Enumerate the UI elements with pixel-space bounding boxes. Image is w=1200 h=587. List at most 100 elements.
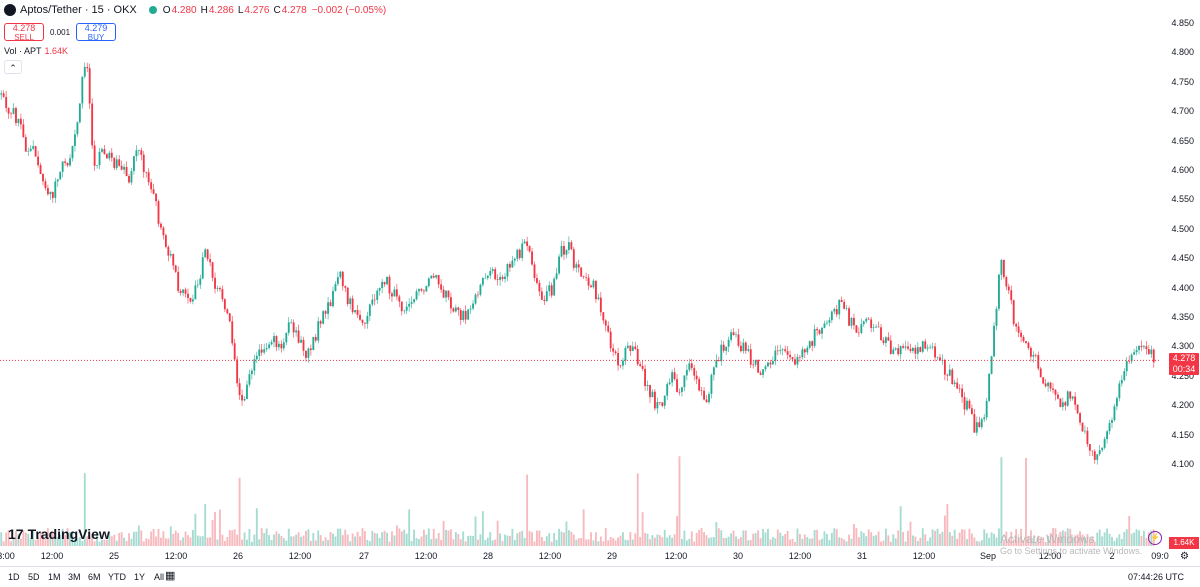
- volume-bar: [865, 536, 868, 546]
- candle-body: [147, 172, 150, 183]
- candle-body: [1015, 323, 1018, 327]
- candle-body: [332, 290, 334, 307]
- volume-bar: [206, 537, 209, 546]
- candle-body: [602, 312, 605, 321]
- volume-bar: [1086, 534, 1089, 546]
- volume-bar: [1101, 536, 1104, 546]
- candle-body: [560, 245, 563, 257]
- calendar-icon[interactable]: ▦: [165, 570, 176, 582]
- candle-body: [700, 390, 703, 392]
- range-button-1y[interactable]: 1Y: [134, 572, 146, 582]
- price-chart[interactable]: [0, 0, 1160, 548]
- candle-body: [371, 299, 374, 305]
- collapse-legend-button[interactable]: ⌃: [4, 60, 22, 74]
- volume-bar: [491, 540, 494, 546]
- volume-bar: [626, 540, 629, 546]
- volume-bar: [506, 535, 509, 546]
- candle-body: [771, 361, 774, 365]
- candle-body: [479, 284, 482, 295]
- candle-body: [531, 251, 533, 265]
- candle-body: [961, 388, 964, 398]
- range-button-3m[interactable]: 3M: [68, 572, 81, 582]
- volume-bar: [336, 528, 339, 546]
- volume-bar: [12, 537, 15, 546]
- candle-body: [39, 165, 42, 175]
- volume-bar: [548, 533, 551, 546]
- lightning-icon[interactable]: ⚡: [1148, 531, 1162, 545]
- volume-legend[interactable]: Vol · APT 1.64K: [4, 46, 69, 56]
- volume-bar: [877, 531, 880, 546]
- candle-body: [435, 275, 438, 278]
- volume-bar: [422, 529, 425, 546]
- range-button-1d[interactable]: 1D: [8, 572, 20, 582]
- volume-bar: [712, 537, 715, 546]
- time-tick: 3:00: [0, 551, 15, 561]
- candle-body: [887, 337, 890, 341]
- candle-body: [644, 368, 647, 387]
- volume-bar: [990, 532, 993, 546]
- time-tick: 12:00: [288, 551, 312, 561]
- volume-bar: [789, 539, 791, 546]
- candle-body: [826, 322, 828, 324]
- utc-clock[interactable]: 07:44:26 UTC: [1127, 572, 1184, 582]
- volume-bar: [76, 538, 79, 546]
- volume-bar: [39, 531, 42, 546]
- price-tick: 4.550: [1171, 194, 1194, 205]
- candle-body: [939, 357, 941, 361]
- candle-body: [430, 275, 433, 279]
- volume-bar: [597, 541, 600, 546]
- candle-body: [496, 279, 499, 280]
- candle-body: [973, 414, 976, 433]
- volume-bar: [818, 539, 821, 546]
- volume-bar: [1130, 533, 1133, 546]
- volume-bar: [575, 539, 578, 546]
- candle-body: [948, 369, 951, 376]
- volume-bar: [1135, 529, 1138, 546]
- volume-bar: [912, 535, 914, 546]
- ohlc-high: H4.286: [200, 4, 234, 16]
- gear-icon[interactable]: ⚙: [1180, 551, 1189, 562]
- sell-button[interactable]: 4.278 SELL: [4, 23, 44, 42]
- range-button-6m[interactable]: 6M: [88, 572, 101, 582]
- time-tick: Sep: [979, 551, 997, 561]
- tradingview-logo[interactable]: 17 TradingView: [8, 526, 110, 542]
- candle-body: [658, 402, 661, 403]
- candle-body: [641, 365, 644, 369]
- range-button-1m[interactable]: 1M: [48, 572, 61, 582]
- volume-bar: [784, 534, 787, 546]
- volume-bar: [1128, 516, 1131, 546]
- volume-bar: [108, 532, 111, 546]
- volume-bar: [255, 508, 258, 546]
- range-button-ytd[interactable]: YTD: [108, 572, 126, 582]
- volume-bar: [737, 538, 740, 546]
- range-button-all[interactable]: All: [154, 572, 165, 582]
- candle-body: [828, 320, 831, 323]
- range-button-5d[interactable]: 5D: [28, 572, 40, 582]
- candle-body: [71, 145, 74, 159]
- candle-body: [823, 323, 826, 328]
- candle-body: [1135, 350, 1138, 353]
- volume-bar: [297, 532, 300, 546]
- volume-bar: [1020, 528, 1022, 546]
- candle-body: [10, 113, 12, 115]
- candle-body: [457, 307, 460, 311]
- volume-bar: [880, 541, 882, 546]
- candle-body: [305, 350, 307, 358]
- volume-bar: [327, 540, 329, 546]
- volume-bar: [668, 535, 671, 546]
- symbol-title[interactable]: Aptos/Tether · 15 · OKX: [20, 4, 137, 16]
- volume-bar: [504, 534, 506, 546]
- volume-bar: [66, 528, 69, 546]
- volume-bar: [587, 539, 590, 546]
- candle-body: [346, 287, 349, 304]
- volume-bar: [523, 537, 526, 546]
- volume-bar: [282, 538, 285, 546]
- candle-body: [988, 373, 991, 401]
- volume-bar: [995, 537, 998, 546]
- volume-bar: [545, 536, 548, 546]
- volume-bar: [425, 534, 428, 546]
- buy-button[interactable]: 4.279 BUY: [76, 23, 117, 42]
- candle-body: [543, 299, 546, 302]
- candle-body: [196, 284, 199, 286]
- time-tick: 31: [856, 551, 868, 561]
